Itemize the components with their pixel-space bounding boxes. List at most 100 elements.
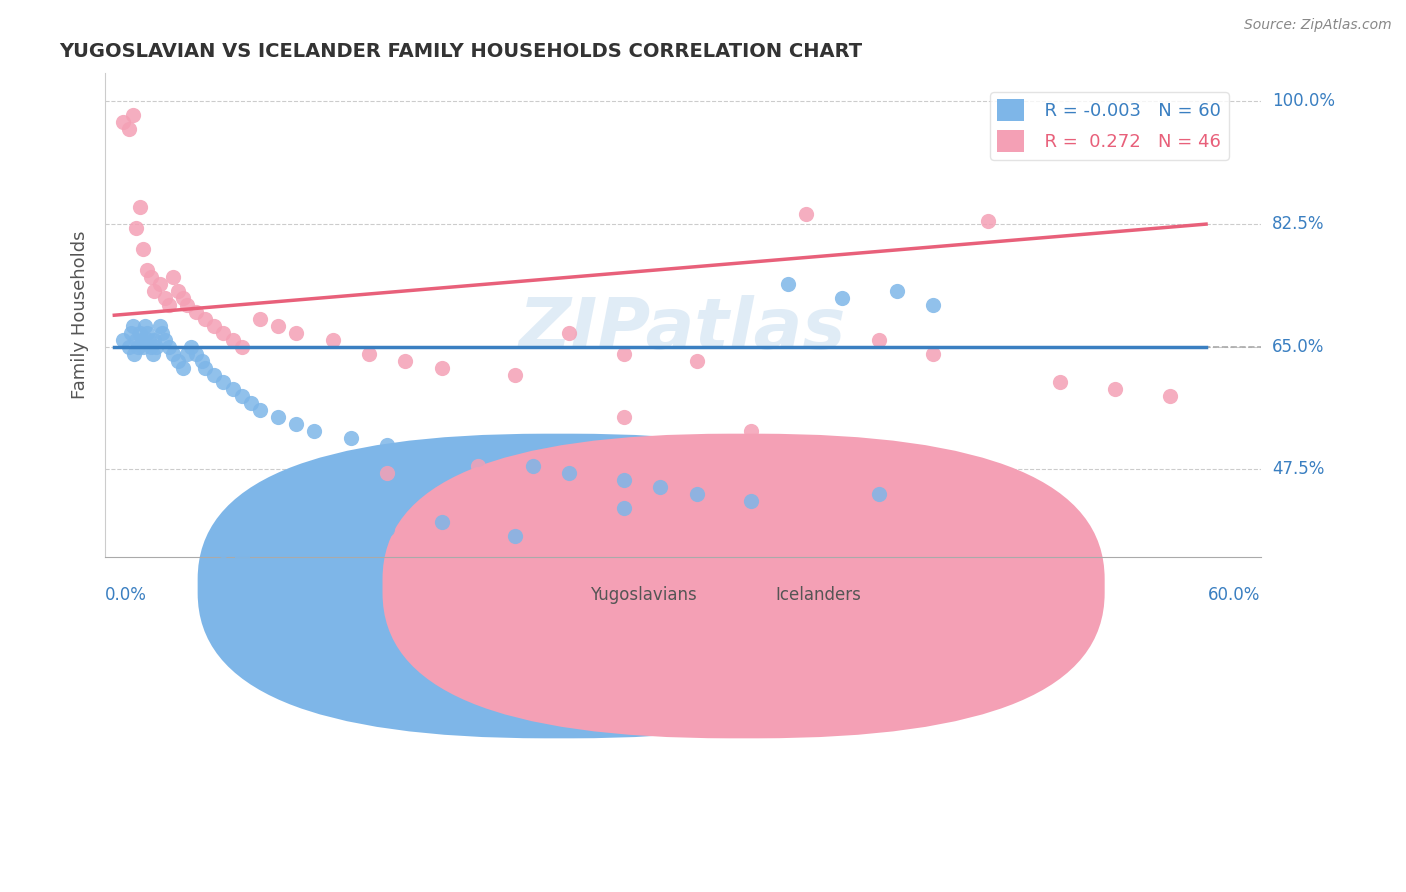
Point xyxy=(202,368,225,382)
Point xyxy=(831,466,853,480)
Point xyxy=(375,466,398,480)
Text: 82.5%: 82.5% xyxy=(1272,215,1324,233)
Point xyxy=(794,206,817,220)
Point xyxy=(125,333,148,347)
Point xyxy=(132,340,155,354)
Point xyxy=(180,340,202,354)
Y-axis label: Family Households: Family Households xyxy=(72,231,89,400)
Legend:   R = -0.003   N = 60,   R =  0.272   N = 46: R = -0.003 N = 60, R = 0.272 N = 46 xyxy=(990,92,1229,160)
Point xyxy=(167,284,190,298)
Point xyxy=(267,318,290,333)
Point xyxy=(121,108,143,122)
Point xyxy=(976,213,998,227)
Point xyxy=(157,340,180,354)
Point xyxy=(162,269,184,284)
Point xyxy=(412,445,434,459)
Point xyxy=(249,402,271,417)
Point xyxy=(267,409,290,424)
Point xyxy=(138,333,160,347)
Point xyxy=(776,277,799,291)
Point xyxy=(212,543,235,558)
Point xyxy=(503,368,526,382)
Point xyxy=(112,333,135,347)
Point xyxy=(172,360,194,375)
Point xyxy=(176,298,198,312)
Point xyxy=(613,409,636,424)
Point xyxy=(167,353,190,368)
Point xyxy=(149,277,172,291)
Point xyxy=(186,347,208,361)
Point xyxy=(922,347,945,361)
Point xyxy=(922,298,945,312)
Point xyxy=(145,340,167,354)
Point xyxy=(143,333,166,347)
Point xyxy=(685,487,707,501)
Point xyxy=(375,522,398,536)
Point xyxy=(139,340,162,354)
Point xyxy=(194,360,217,375)
Point xyxy=(740,424,762,438)
Text: Icelanders: Icelanders xyxy=(775,586,862,604)
Point xyxy=(202,318,225,333)
Point xyxy=(831,291,853,305)
Point xyxy=(127,340,149,354)
Point xyxy=(186,304,208,318)
Point xyxy=(128,326,150,340)
Point xyxy=(430,360,453,375)
Point xyxy=(613,500,636,515)
Point xyxy=(118,340,141,354)
Point xyxy=(221,382,243,396)
Point xyxy=(131,333,153,347)
Point xyxy=(136,262,159,277)
Point xyxy=(249,536,271,550)
Point xyxy=(886,284,908,298)
Point xyxy=(285,417,308,431)
Point xyxy=(394,353,416,368)
Point xyxy=(322,333,344,347)
Point xyxy=(868,333,890,347)
Point xyxy=(231,340,253,354)
Point xyxy=(467,458,489,473)
Point xyxy=(121,318,143,333)
Point xyxy=(467,451,489,466)
FancyBboxPatch shape xyxy=(382,434,1105,739)
Text: 65.0%: 65.0% xyxy=(1272,338,1324,356)
Point xyxy=(112,115,135,129)
Point xyxy=(136,326,159,340)
Point xyxy=(155,333,177,347)
Point xyxy=(239,396,262,410)
Text: Yugoslavians: Yugoslavians xyxy=(591,586,697,604)
Point xyxy=(157,298,180,312)
FancyBboxPatch shape xyxy=(198,434,920,739)
Text: 60.0%: 60.0% xyxy=(1208,586,1261,604)
Point xyxy=(231,389,253,403)
Point xyxy=(162,347,184,361)
Point xyxy=(150,326,173,340)
Point xyxy=(172,291,194,305)
Point xyxy=(304,424,326,438)
Point xyxy=(190,353,212,368)
Point xyxy=(503,529,526,543)
Point xyxy=(176,347,198,361)
Point xyxy=(249,311,271,326)
Point xyxy=(139,269,162,284)
Point xyxy=(155,291,177,305)
Point xyxy=(285,326,308,340)
Point xyxy=(212,375,235,389)
Point xyxy=(120,326,142,340)
Point xyxy=(1049,375,1071,389)
Point xyxy=(522,458,544,473)
Point xyxy=(613,473,636,487)
Point xyxy=(558,326,581,340)
Point xyxy=(212,326,235,340)
Point xyxy=(231,549,253,564)
Point xyxy=(740,494,762,508)
Point xyxy=(430,515,453,529)
Point xyxy=(1104,382,1126,396)
Point xyxy=(194,311,217,326)
Point xyxy=(613,347,636,361)
Point xyxy=(357,347,380,361)
Point xyxy=(128,200,150,214)
Text: 100.0%: 100.0% xyxy=(1272,93,1334,111)
Point xyxy=(1159,389,1181,403)
